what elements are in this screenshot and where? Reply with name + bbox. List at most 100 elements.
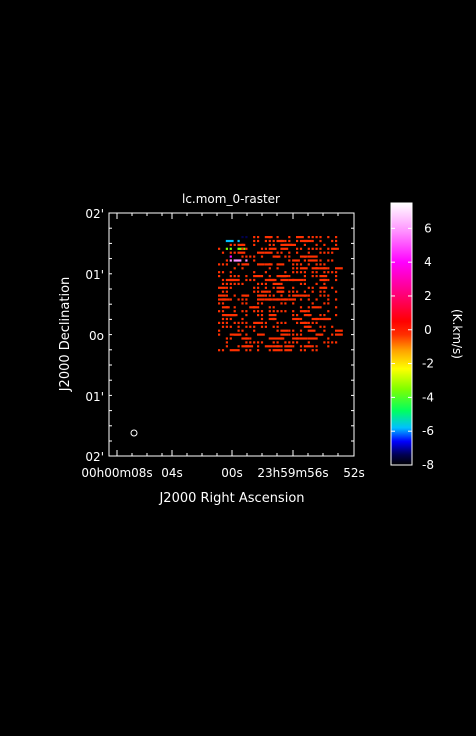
raster-pixel bbox=[323, 294, 326, 297]
raster-pixel bbox=[327, 345, 330, 348]
raster-pixel bbox=[296, 236, 304, 239]
raster-pixel bbox=[288, 294, 291, 297]
raster-pixel bbox=[241, 302, 244, 305]
raster-pixel bbox=[264, 282, 267, 285]
raster-pixel bbox=[264, 286, 267, 289]
raster-pixel bbox=[299, 298, 303, 301]
raster-pixel bbox=[241, 337, 250, 340]
raster-pixel bbox=[225, 259, 228, 262]
raster-pixel bbox=[229, 271, 232, 274]
raster-pixel bbox=[307, 294, 310, 297]
raster-pixel bbox=[253, 243, 256, 246]
raster-pixel bbox=[233, 259, 242, 262]
raster-pixel bbox=[307, 259, 316, 262]
raster-pixel bbox=[268, 337, 277, 340]
raster-pixel bbox=[311, 247, 314, 250]
raster-pixel bbox=[315, 263, 318, 266]
raster-pixel bbox=[233, 251, 236, 254]
raster-pixel bbox=[323, 290, 326, 293]
raster-pixel bbox=[264, 325, 267, 328]
colorbar-tick-label: -4 bbox=[422, 390, 434, 404]
raster-pixel bbox=[331, 341, 334, 344]
x-axis-ticks bbox=[116, 213, 355, 456]
raster-pixel bbox=[221, 271, 225, 274]
raster-pixel bbox=[241, 247, 244, 250]
raster-pixel bbox=[225, 317, 228, 321]
raster-pixel bbox=[221, 290, 225, 293]
raster-pixel bbox=[280, 310, 283, 313]
raster-pixel bbox=[260, 282, 264, 285]
raster-pixel bbox=[276, 263, 285, 266]
raster-pixel bbox=[335, 306, 338, 309]
raster-pixel bbox=[335, 314, 338, 317]
raster-pixel bbox=[315, 255, 318, 258]
raster-pixel bbox=[229, 325, 232, 328]
raster-pixel bbox=[257, 263, 265, 266]
raster-pixel bbox=[303, 282, 306, 285]
raster-pixel bbox=[292, 310, 295, 313]
raster-pixel bbox=[327, 251, 330, 254]
raster-pixel bbox=[241, 243, 244, 246]
raster-pixel bbox=[241, 263, 250, 266]
raster-pixel bbox=[307, 310, 310, 313]
y-tick-label: 01' bbox=[85, 268, 104, 282]
raster-pixel bbox=[225, 263, 228, 266]
raster-pixel bbox=[276, 329, 279, 332]
raster-pixel bbox=[237, 282, 240, 285]
raster-pixel bbox=[303, 325, 312, 328]
raster-pixel bbox=[218, 302, 221, 305]
raster-pixel bbox=[319, 259, 322, 262]
raster-pixel bbox=[229, 255, 232, 258]
raster-pixel bbox=[237, 345, 240, 348]
raster-pixel bbox=[276, 325, 279, 328]
raster-pixel bbox=[233, 275, 236, 278]
raster-pixel bbox=[327, 278, 330, 282]
raster-pixel bbox=[292, 286, 295, 289]
raster-pixel bbox=[284, 349, 293, 352]
raster-pixel bbox=[253, 236, 256, 239]
raster-pixel bbox=[225, 345, 228, 348]
raster-pixel bbox=[292, 267, 295, 270]
raster-pixel bbox=[241, 236, 244, 239]
raster-pixel bbox=[311, 236, 314, 239]
raster-pixel bbox=[253, 325, 256, 328]
raster-pixel bbox=[315, 243, 318, 246]
raster-pixel bbox=[319, 314, 322, 317]
raster-pixel bbox=[319, 251, 322, 254]
raster-pixel bbox=[245, 275, 248, 278]
raster-pixel bbox=[299, 282, 303, 285]
raster-pixel bbox=[264, 251, 273, 254]
raster-pixel bbox=[225, 337, 228, 340]
raster-pixel bbox=[221, 278, 225, 282]
raster-pixel bbox=[249, 341, 252, 344]
raster-pixel bbox=[272, 243, 275, 246]
raster-pixel bbox=[327, 236, 330, 239]
raster-pixel bbox=[253, 275, 261, 278]
raster-pixel bbox=[233, 321, 236, 324]
raster-pixel bbox=[327, 302, 330, 305]
raster-pixel bbox=[292, 278, 295, 282]
raster-pixel bbox=[264, 263, 273, 266]
raster-pixel bbox=[225, 247, 228, 250]
raster-pixel bbox=[280, 278, 289, 282]
colorbar-tick-label: 6 bbox=[424, 221, 432, 235]
raster-pixel bbox=[218, 247, 221, 250]
raster-pixel bbox=[245, 341, 248, 344]
raster-pixel bbox=[245, 263, 248, 266]
raster-pixel bbox=[280, 329, 289, 332]
raster-pixel bbox=[241, 294, 250, 297]
raster-pixel bbox=[331, 251, 334, 254]
raster-pixel bbox=[249, 349, 252, 352]
raster-pixel bbox=[299, 349, 303, 352]
raster-pixel bbox=[264, 239, 267, 243]
raster-pixel bbox=[260, 310, 264, 313]
chart-title: lc.mom_0-raster bbox=[182, 192, 280, 206]
raster-pixel bbox=[218, 349, 221, 352]
raster-pixel bbox=[245, 325, 248, 328]
raster-pixel bbox=[335, 329, 343, 332]
raster-pixel bbox=[218, 329, 221, 332]
raster-pixel bbox=[241, 298, 244, 301]
raster-pixel bbox=[276, 251, 279, 254]
raster-pixel bbox=[323, 271, 326, 274]
raster-pixel bbox=[260, 247, 264, 250]
